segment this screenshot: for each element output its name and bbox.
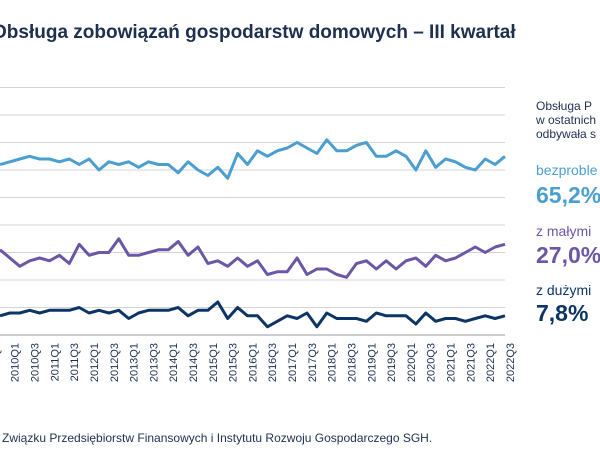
x-tick-label: 2021Q3 (465, 343, 477, 382)
x-tick-label: 2012Q1 (89, 343, 101, 382)
series-line-3 (0, 300, 506, 329)
side-note-line-3: odbywała s (536, 127, 597, 141)
series-line-2 (0, 237, 506, 279)
x-tick-label: 2022Q1 (485, 343, 497, 382)
x-tick-label: 2009Q3 (0, 343, 2, 382)
legend-label-major: z dużymi (536, 282, 592, 298)
x-tick-label: 2011Q3 (69, 343, 81, 381)
legend-value-minor: 27,0% (536, 242, 600, 268)
x-tick-label: 2012Q3 (109, 343, 121, 382)
x-tick-label: 2014Q1 (168, 343, 180, 382)
x-tick-label: 2021Q1 (445, 343, 457, 382)
gridlines (0, 87, 505, 336)
chart-title: Obsługa zobowiązań gospodarstw domowych … (0, 22, 516, 43)
x-tick-label: 2019Q3 (386, 343, 398, 382)
x-tick-label: 2011Q1 (49, 343, 61, 381)
x-tick-labels: 2009Q3 2010Q1 2010Q3 2011Q1 2011Q3 2012Q1 2012… (0, 343, 517, 382)
series-lines (0, 138, 506, 329)
side-note-line-1: Obsługa P (536, 99, 593, 113)
x-tick-label: 2018Q3 (346, 343, 358, 382)
x-tick-label: 2020Q1 (406, 343, 418, 382)
legend-label-minor: z małymi (536, 223, 592, 239)
series-line-1 (0, 138, 506, 180)
side-note-line-2: w ostatnich (536, 113, 597, 127)
x-tick-label: 2015Q1 (208, 343, 220, 382)
x-tick-label: 2022Q3 (505, 343, 517, 382)
x-tick-label: 2013Q3 (148, 343, 160, 382)
x-tick-label: 2019Q1 (366, 343, 378, 382)
x-tick-label: 2010Q3 (30, 343, 42, 382)
legend-label-good: bezproble (536, 162, 598, 178)
source-note: Związku Przedsiębiorstw Finansowych i In… (2, 431, 433, 445)
x-tick-label: 2015Q3 (228, 343, 240, 382)
x-tick-label: 2014Q3 (188, 343, 200, 382)
x-tick-label: 2010Q1 (10, 343, 22, 382)
x-tick-label: 2017Q3 (307, 343, 319, 382)
x-tick-label: 2018Q1 (327, 343, 339, 382)
x-tick-label: 2013Q1 (129, 343, 141, 382)
legend-value-good: 65,2% (536, 182, 600, 208)
x-tick-label: 2016Q3 (267, 343, 279, 382)
x-tick-label: 2016Q1 (247, 343, 259, 382)
x-tick-label: 2017Q1 (287, 343, 299, 382)
x-tick-label: 2020Q3 (426, 343, 438, 382)
legend-value-major: 7,8% (536, 300, 589, 326)
